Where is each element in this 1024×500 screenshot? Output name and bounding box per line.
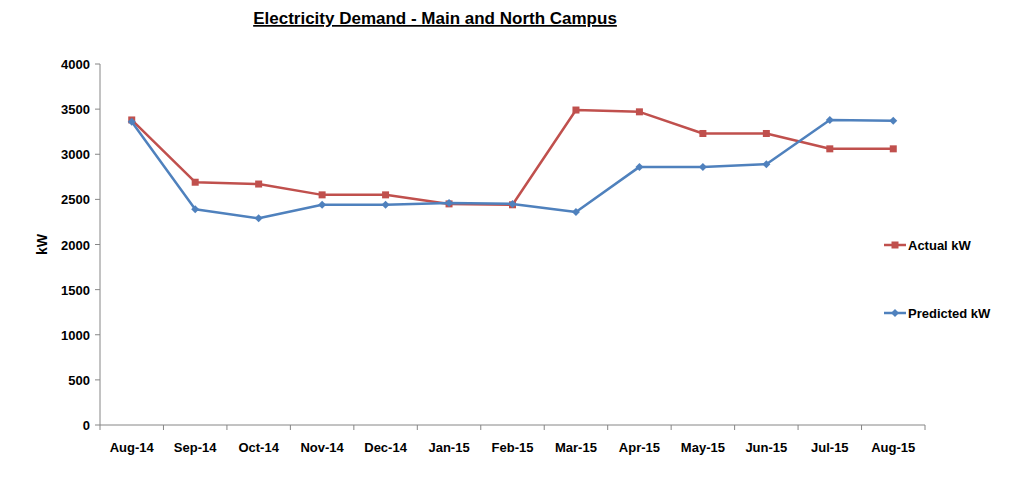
data-point [699, 163, 707, 171]
plot-area [128, 107, 898, 223]
y-tick [95, 199, 100, 200]
data-point [319, 191, 326, 198]
y-tick-label: 2500 [61, 192, 90, 207]
x-tick [163, 425, 164, 430]
data-point [318, 201, 326, 209]
data-point [382, 191, 389, 198]
y-tick-label: 3500 [61, 102, 90, 117]
x-tick-label: Jan-15 [428, 440, 469, 455]
x-tick-label: Aug-15 [871, 440, 915, 455]
x-tick [798, 425, 799, 430]
y-tick-label: 1000 [61, 328, 90, 343]
y-tick [95, 425, 100, 426]
series-line [132, 110, 894, 205]
data-point [192, 179, 199, 186]
data-point [763, 130, 770, 137]
x-tick [417, 425, 418, 430]
y-tick-label: 4000 [61, 57, 90, 72]
data-point [445, 199, 453, 207]
data-point [572, 107, 579, 114]
y-tick [95, 109, 100, 110]
legend-marker [892, 242, 899, 249]
data-point [635, 163, 643, 171]
data-point [826, 145, 833, 152]
y-tick-label: 2000 [61, 238, 90, 253]
data-point [699, 130, 706, 137]
data-point [762, 160, 770, 168]
data-point [572, 208, 580, 216]
data-point [255, 181, 262, 188]
x-tick-label: Oct-14 [238, 440, 279, 455]
x-tick [607, 425, 608, 430]
x-tick [734, 425, 735, 430]
x-tick [290, 425, 291, 430]
x-tick [544, 425, 545, 430]
data-point [826, 116, 834, 124]
chart: Electricity Demand - Main and North Camp… [0, 0, 1024, 500]
x-tick [226, 425, 227, 430]
legend-label: Actual kW [908, 238, 972, 253]
x-tick [861, 425, 862, 430]
data-point [128, 118, 136, 126]
x-tick [480, 425, 481, 430]
x-tick-label: Dec-14 [364, 440, 407, 455]
x-tick [671, 425, 672, 430]
y-tick-label: 1500 [61, 283, 90, 298]
y-tick-label: 3000 [61, 147, 90, 162]
y-tick [95, 379, 100, 380]
y-axis-label: kW [34, 233, 50, 255]
data-point [636, 108, 643, 115]
data-point [890, 145, 897, 152]
x-axis [100, 425, 925, 426]
x-tick [925, 425, 926, 430]
legend-label: Predicted kW [908, 306, 991, 321]
x-tick-label: Sep-14 [174, 440, 217, 455]
series-line [132, 120, 894, 218]
x-tick-label: Aug-14 [110, 440, 155, 455]
x-tick [100, 425, 101, 430]
data-point [255, 214, 263, 222]
y-tick [95, 289, 100, 290]
y-tick-label: 500 [68, 373, 90, 388]
data-point [191, 205, 199, 213]
data-point [382, 201, 390, 209]
data-point [889, 117, 897, 125]
x-tick-label: Feb-15 [492, 440, 534, 455]
x-tick-label: Apr-15 [619, 440, 660, 455]
y-tick [95, 64, 100, 65]
x-tick [353, 425, 354, 430]
x-tick-label: Mar-15 [555, 440, 597, 455]
y-tick [95, 244, 100, 245]
x-tick-label: May-15 [681, 440, 725, 455]
data-point [509, 200, 517, 208]
y-tick-label: 0 [83, 418, 90, 433]
x-tick-label: Jul-15 [811, 440, 849, 455]
y-tick [95, 154, 100, 155]
title: Electricity Demand - Main and North Camp… [253, 9, 617, 28]
legend-marker [891, 309, 899, 317]
y-tick [95, 334, 100, 335]
x-tick-label: Nov-14 [300, 440, 344, 455]
x-tick-label: Jun-15 [745, 440, 787, 455]
